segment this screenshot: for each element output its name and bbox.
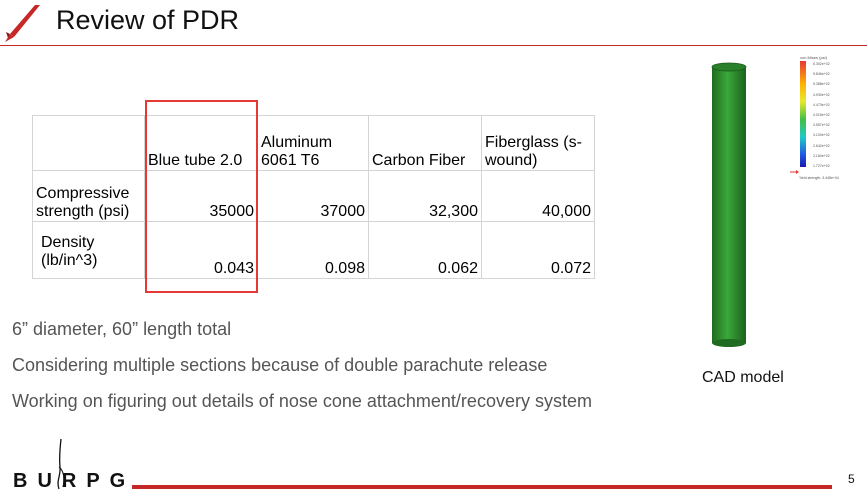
legend-title: von Mises (psi) <box>800 55 827 60</box>
legend-tick: 3.100e+02 <box>813 133 830 137</box>
table-cell: 37000 <box>257 170 369 222</box>
row-label: Compressive strength (psi) <box>32 170 145 222</box>
bullet-item: 6” diameter, 60” length total <box>12 319 232 339</box>
table-cell: 0.072 <box>481 221 595 279</box>
cad-tube-model <box>711 62 747 347</box>
burpg-logo-text: BURPG <box>13 470 136 492</box>
legend-tick: 6.302e+02 <box>813 62 830 66</box>
legend-tick: 4.015e+02 <box>813 113 830 117</box>
cad-caption: CAD model <box>702 369 784 386</box>
table-cell: 32,300 <box>368 170 482 222</box>
table-cell: 40,000 <box>481 170 595 222</box>
table-cell: 0.098 <box>257 221 369 279</box>
table-header-cell: Blue tube 2.0 <box>144 115 258 171</box>
bullet-item: Considering multiple sections because of… <box>12 355 548 375</box>
legend-tick: 4.930e+02 <box>813 93 830 97</box>
table-row: Density (lb/in^3) 0.043 0.098 0.062 0.07… <box>32 221 595 279</box>
table-cell: 35000 <box>144 170 258 222</box>
table-header-cell: Carbon Fiber <box>368 115 482 171</box>
stress-legend-colorbar <box>790 61 806 174</box>
legend-tick: 2.642e+02 <box>813 144 830 148</box>
header-bar <box>0 0 867 46</box>
table-header-cell: Fiberglass (s-wound) <box>481 115 595 171</box>
table-header-cell <box>32 115 145 171</box>
burpg-logo-icon <box>57 438 65 490</box>
legend-tick: 3.557e+02 <box>813 123 830 127</box>
rocket-icon <box>5 5 40 42</box>
table-cell: 0.043 <box>144 221 258 279</box>
legend-tick: 5.388e+02 <box>813 82 830 86</box>
legend-tick: 4.473e+02 <box>813 103 830 107</box>
page-number: 5 <box>848 472 855 486</box>
bullet-item: Working on figuring out details of nose … <box>12 391 592 411</box>
slide-title: Review of PDR <box>56 5 240 35</box>
table-cell: 0.062 <box>368 221 482 279</box>
row-label: Density (lb/in^3) <box>32 221 145 279</box>
legend-tick: 1.727e+02 <box>813 164 830 168</box>
table-header-cell: Aluminum 6061 T6 <box>257 115 369 171</box>
table-header-row: Blue tube 2.0 Aluminum 6061 T6 Carbon Fi… <box>32 115 595 171</box>
legend-yield-note: Yield strength: 3.448e+04 <box>799 176 839 180</box>
footer-divider <box>132 485 832 489</box>
comparison-table: Blue tube 2.0 Aluminum 6061 T6 Carbon Fi… <box>32 115 595 279</box>
highlight-box <box>145 100 258 293</box>
table-row: Compressive strength (psi) 35000 37000 3… <box>32 170 595 222</box>
legend-tick: 2.184e+02 <box>813 154 830 158</box>
legend-tick: 5.846e+02 <box>813 72 830 76</box>
